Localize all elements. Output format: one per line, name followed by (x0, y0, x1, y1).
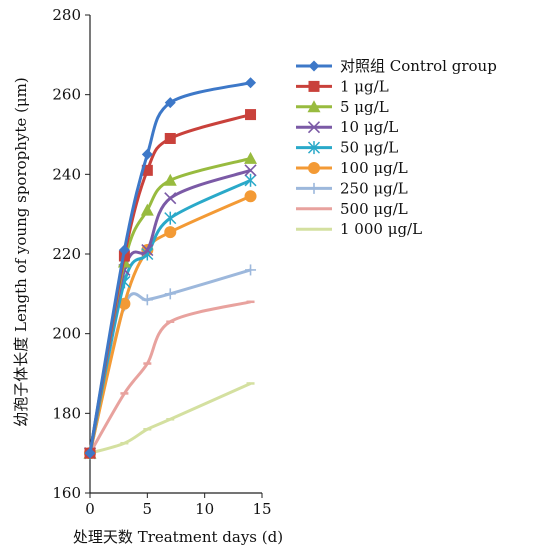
x-tick-label: 5 (143, 500, 153, 518)
data-point (140, 203, 154, 216)
y-tick-label: 180 (52, 404, 81, 422)
x-tick-label: 0 (85, 500, 95, 518)
data-point (141, 243, 154, 257)
legend-label: 1 000 μg/L (340, 220, 422, 238)
x-tick-label: 15 (252, 500, 271, 518)
y-tick-label: 200 (52, 325, 81, 343)
data-point (308, 162, 320, 174)
series (84, 77, 257, 459)
data-point (164, 132, 176, 144)
data-point (244, 173, 257, 187)
data-point (245, 77, 257, 89)
legend-label: 250 μg/L (340, 179, 408, 197)
data-point (308, 60, 320, 72)
legend-label: 5 μg/L (340, 98, 389, 116)
legend-label: 对照组 Control group (340, 57, 497, 75)
data-point (245, 109, 257, 121)
data-point (307, 100, 321, 113)
series (84, 109, 257, 459)
data-point (141, 294, 153, 306)
data-point (244, 151, 258, 164)
axes: 160 180 200 220 240 260 280 0 5 10 15 (52, 6, 271, 518)
data-point (164, 226, 177, 239)
legend-label: 1 μg/L (340, 77, 389, 95)
y-axis-label: 幼孢子体长度 Length of young sporophyte (μm) (12, 77, 30, 427)
data-point (308, 182, 320, 194)
legend-label: 10 μg/L (340, 118, 398, 136)
data-point (164, 211, 177, 225)
legend-item: 对照组 Control group (296, 57, 497, 75)
y-tick-label: 260 (52, 86, 81, 104)
y-tick-label: 240 (52, 165, 81, 183)
data-point (307, 141, 321, 155)
y-tick-label: 220 (52, 245, 81, 263)
legend-item: 100 μg/L (296, 159, 408, 177)
y-tick-label: 280 (52, 6, 81, 24)
data-point (163, 173, 177, 186)
data-point (141, 148, 153, 160)
data-point (164, 288, 176, 300)
data-point (84, 447, 96, 459)
data-point (118, 297, 131, 310)
series-layer (83, 77, 258, 460)
legend-item: 1 μg/L (296, 77, 389, 95)
data-point (164, 97, 176, 109)
data-point (118, 244, 130, 256)
legend-item: 500 μg/L (296, 200, 408, 218)
data-point (244, 190, 257, 203)
y-tick-label: 160 (52, 484, 81, 502)
legend-item: 250 μg/L (296, 179, 408, 197)
data-point (164, 192, 177, 205)
legend-item: 50 μg/L (296, 139, 398, 157)
legend-label: 100 μg/L (340, 159, 408, 177)
data-point (308, 80, 320, 92)
data-point (244, 164, 257, 177)
legend: 对照组 Control group 1 μg/L 5 μg/L 10 μg/L 50 μ… (296, 57, 497, 238)
data-point (245, 264, 257, 276)
legend-item: 1 000 μg/L (296, 220, 422, 238)
legend-item: 10 μg/L (296, 118, 398, 136)
legend-label: 50 μg/L (340, 139, 398, 157)
data-point (141, 164, 153, 176)
series-line (88, 81, 251, 454)
x-axis-label: 处理天数 Treatment days (d) (73, 528, 283, 546)
legend-item: 5 μg/L (296, 98, 389, 116)
x-tick-label: 10 (195, 500, 214, 518)
legend-label: 500 μg/L (340, 200, 408, 218)
data-point (307, 121, 321, 134)
